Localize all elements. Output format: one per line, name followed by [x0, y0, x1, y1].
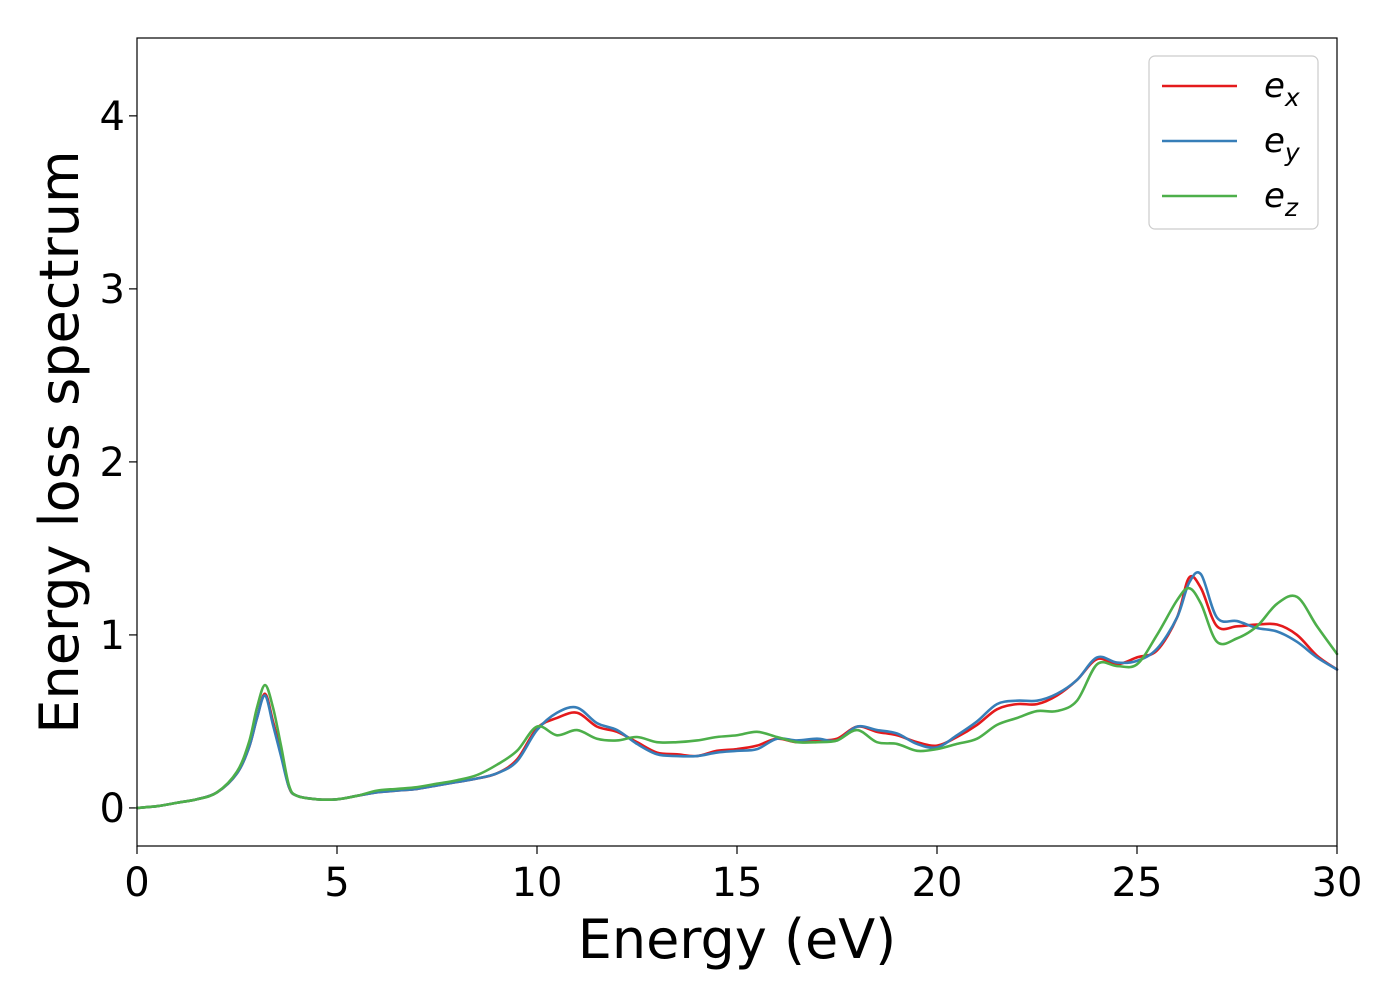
series-layer [135, 571, 1339, 810]
x-axis-ticks: 0 5 10 15 20 25 30 [124, 846, 1362, 906]
legend-label-base: e [1264, 176, 1285, 216]
legend-label-e-z: ez [1264, 176, 1299, 222]
x-axis-label: Energy (eV) [578, 908, 897, 971]
y-axis-ticks: 0 1 2 3 4 [100, 94, 137, 832]
legend-label-subscript: z [1284, 193, 1299, 222]
x-tick-label: 25 [1112, 860, 1163, 906]
y-tick-label: 4 [100, 94, 125, 140]
x-tick-label: 0 [124, 860, 149, 906]
x-tick-label: 30 [1312, 860, 1363, 906]
legend-box [1148, 55, 1319, 230]
legend-label-base: e [1264, 121, 1285, 161]
y-tick-label: 3 [100, 267, 125, 313]
legend-label-e-y: ey [1264, 121, 1301, 167]
legend-label-base: e [1264, 66, 1285, 106]
series-line-e-z [135, 586, 1339, 810]
plot-frame [136, 37, 1338, 847]
x-tick-label: 5 [324, 860, 349, 906]
legend-label-subscript: x [1284, 83, 1300, 112]
plot-area [137, 38, 1337, 846]
y-tick-label: 1 [100, 613, 125, 659]
legend-label-subscript: y [1284, 138, 1301, 167]
x-tick-label: 10 [512, 860, 563, 906]
y-axis-label: Energy loss spectrum [28, 150, 91, 733]
y-tick-label: 0 [100, 786, 125, 832]
x-tick-label: 15 [712, 860, 763, 906]
y-tick-label: 2 [100, 440, 125, 486]
x-tick-label: 20 [912, 860, 963, 906]
legend-label-e-x: ex [1264, 66, 1300, 112]
